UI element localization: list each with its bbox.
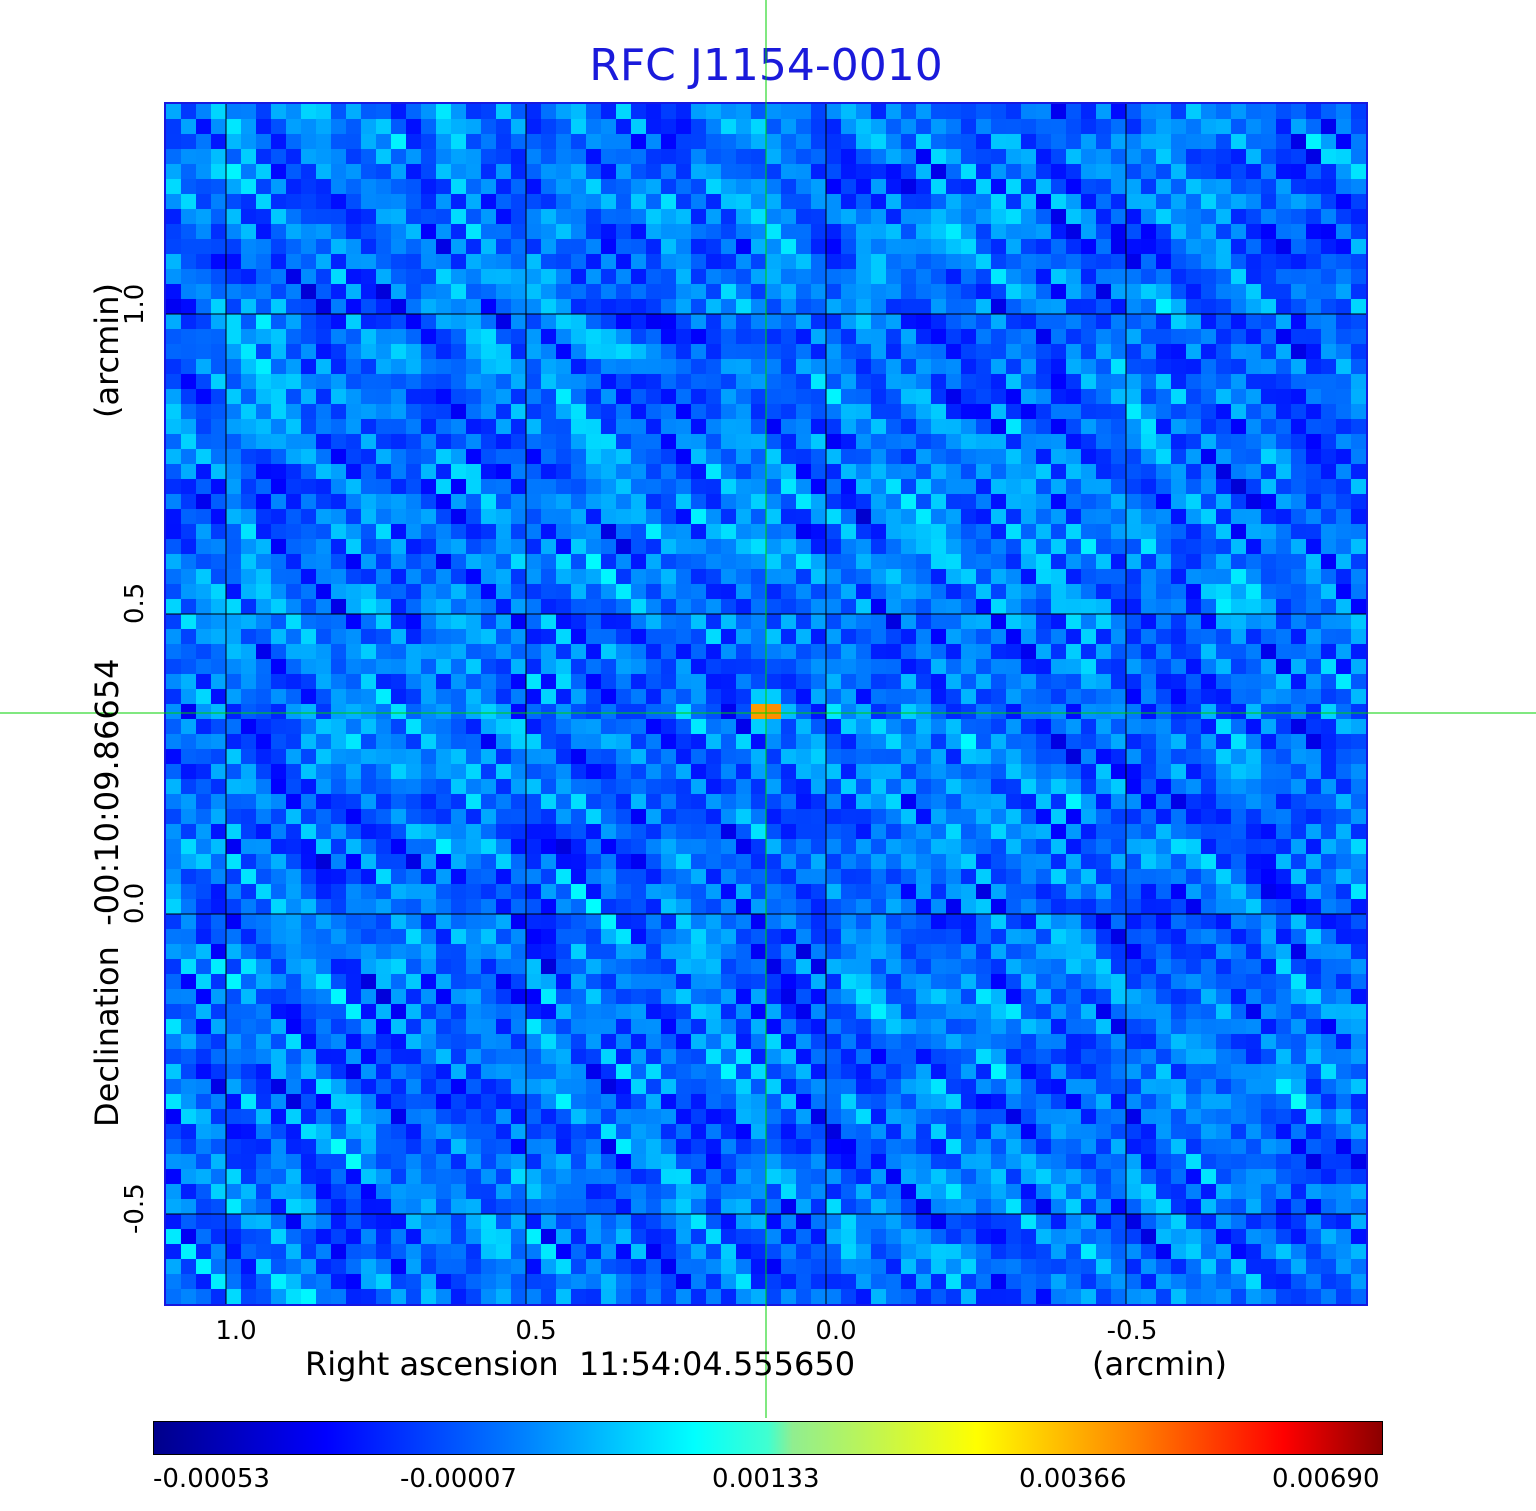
y-axis-unit: (arcmin): [88, 283, 126, 418]
y-tick-label: 0.5: [120, 582, 150, 624]
y-axis-label: Declination -00:10:09.86654: [88, 658, 126, 1127]
colorbar-tick-label: 0.00690: [1272, 1464, 1380, 1494]
x-axis-label: Right ascension 11:54:04.555650: [305, 1345, 856, 1383]
colorbar: [153, 1421, 1383, 1455]
colorbar-tick-label: 0.00133: [712, 1464, 820, 1494]
x-tick-label: 1.0: [215, 1316, 257, 1346]
colorbar-tick-label: 0.00366: [1019, 1464, 1127, 1494]
colorbar-tick-label: -0.00007: [400, 1464, 517, 1494]
colorbar-tick-label: -0.00053: [153, 1464, 270, 1494]
x-tick-label: -0.5: [1106, 1316, 1158, 1346]
y-tick-label: -0.5: [120, 1183, 150, 1234]
x-tick-label: 0.5: [515, 1316, 557, 1346]
x-axis-unit: (arcmin): [1092, 1345, 1227, 1383]
x-tick-label: 0.0: [815, 1316, 857, 1346]
